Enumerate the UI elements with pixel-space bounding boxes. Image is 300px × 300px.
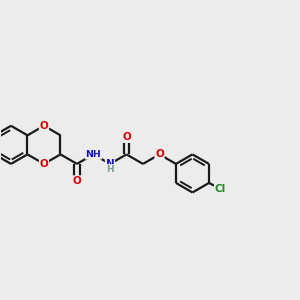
- Text: O: O: [122, 132, 131, 142]
- Text: H: H: [106, 165, 114, 174]
- Text: N: N: [106, 159, 114, 169]
- Text: O: O: [40, 121, 48, 131]
- Text: O: O: [155, 149, 164, 159]
- Text: NH: NH: [85, 150, 101, 159]
- Text: O: O: [40, 159, 48, 169]
- Text: O: O: [73, 176, 81, 186]
- Text: Cl: Cl: [215, 184, 226, 194]
